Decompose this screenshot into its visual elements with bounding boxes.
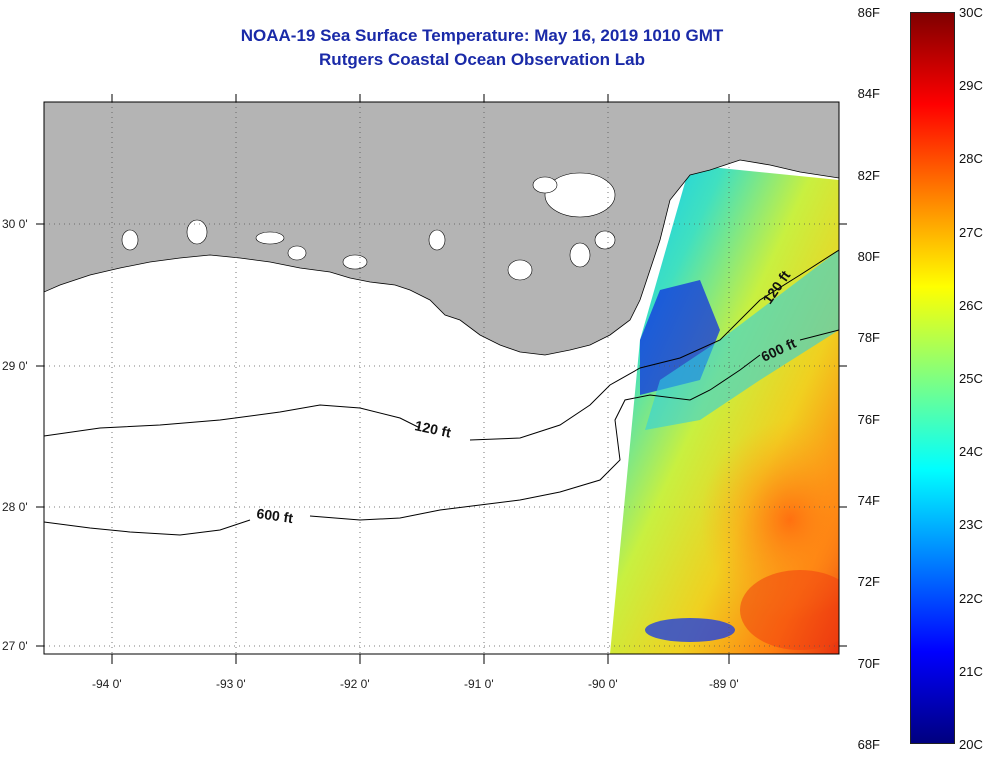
lake-salvador: [507, 259, 533, 281]
lake-vermilion: [342, 254, 368, 270]
land-mass: [44, 102, 839, 356]
contour-label-600-west: 600 ft: [256, 505, 295, 526]
contour-600ft: [44, 329, 839, 536]
lat-label-29: 29 0': [2, 359, 28, 373]
map-subtitle: Rutgers Coastal Ocean Observation Lab: [319, 50, 645, 69]
celsius-tick-label: 24C: [959, 444, 983, 460]
lake-atchafalaya: [428, 229, 446, 251]
celsius-tick-label: 22C: [959, 590, 983, 606]
lake-borgne: [594, 230, 616, 250]
lake-maurepas: [532, 176, 558, 194]
lake-cataouatche: [569, 242, 591, 268]
celsius-tick-label: 28C: [959, 151, 983, 167]
frame-ticks: [36, 94, 847, 664]
contour-label-120-west: 120 ft: [413, 417, 452, 440]
lon-label-92: -92 0': [340, 677, 370, 691]
fahrenheit-tick-label: 86F: [857, 5, 880, 20]
celsius-tick-label: 25C: [959, 371, 983, 386]
lake-calcasieu: [186, 219, 208, 245]
fahrenheit-tick-label: 74F: [857, 493, 880, 508]
fahrenheit-tick-label: 82F: [857, 167, 880, 183]
celsius-tick-label: 26C: [959, 297, 983, 313]
lon-label-93: -93 0': [216, 677, 246, 691]
fahrenheit-tick-label: 80F: [857, 249, 880, 264]
lon-label-89: -89 0': [709, 677, 739, 691]
map-title: NOAA-19 Sea Surface Temperature: May 16,…: [240, 26, 724, 45]
sst-warm-patch: [700, 420, 839, 620]
celsius-tick-label: 23C: [959, 517, 983, 533]
lake-sabine: [121, 229, 139, 251]
sst-teal-band: [645, 250, 839, 430]
lat-label-30: 30 0': [2, 217, 28, 231]
celsius-tick-label: 20C: [959, 737, 983, 752]
sst-warm-core: [740, 570, 839, 650]
lake-grand: [255, 231, 285, 245]
lake-white: [287, 245, 307, 261]
celsius-tick-label: 29C: [959, 78, 983, 94]
celsius-tick-label: 21C: [959, 663, 983, 679]
sst-map: 120 ft 600 ft 120 ft 600 ft 30 0' 29 0' …: [2, 94, 847, 691]
celsius-tick-label: 27C: [959, 224, 983, 240]
lake-pontchartrain: [544, 172, 616, 218]
contour-120ft: [44, 249, 839, 441]
lat-label-28: 28 0': [2, 500, 28, 514]
lon-label-91: -91 0': [464, 677, 494, 691]
fahrenheit-tick-label: 76F: [857, 411, 880, 427]
temperature-colorbar: [910, 12, 955, 744]
lat-label-27: 27 0': [2, 639, 28, 653]
lon-label-94: -94 0': [92, 677, 122, 691]
fahrenheit-tick-label: 72F: [857, 574, 880, 590]
fahrenheit-tick-label: 70F: [857, 655, 880, 671]
map-frame: [43, 101, 840, 655]
celsius-tick-label: 30C: [959, 5, 983, 20]
graticule: [44, 102, 839, 654]
fahrenheit-tick-label: 68F: [857, 737, 880, 752]
fahrenheit-tick-label: 84F: [857, 86, 880, 102]
sst-cool-patch: [645, 618, 735, 642]
fahrenheit-tick-label: 78F: [857, 330, 880, 346]
lon-label-90: -90 0': [588, 677, 618, 691]
